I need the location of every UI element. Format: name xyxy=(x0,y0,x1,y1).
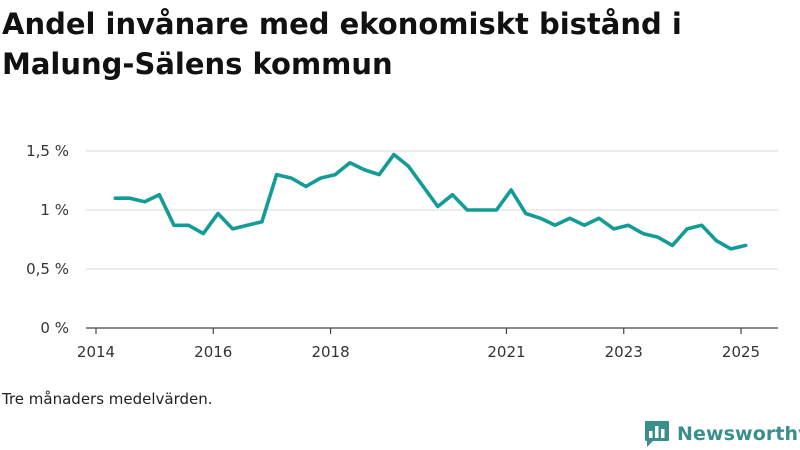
y-tick-label: 1 % xyxy=(40,201,69,219)
brand-name: Newsworthy xyxy=(677,423,800,445)
x-tick-label: 2014 xyxy=(77,343,115,361)
brand-logo: Newsworthy xyxy=(644,420,800,448)
x-tick-label: 2021 xyxy=(487,343,525,361)
y-tick-label: 0,5 % xyxy=(26,260,69,278)
y-tick-label: 0 % xyxy=(40,319,69,337)
x-tick-label: 2016 xyxy=(194,343,232,361)
gridlines xyxy=(86,150,778,270)
x-axis-ticks: 2014 2016 2018 2021 2023 2025 xyxy=(77,328,760,361)
series-line xyxy=(113,152,748,251)
bar-chart-speech-bubble-icon xyxy=(645,421,669,447)
x-tick-label: 2023 xyxy=(605,343,643,361)
y-tick-label: 1,5 % xyxy=(26,142,69,160)
chart-title: Andel invånare med ekonomiskt bistånd i … xyxy=(2,7,682,81)
x-tick-label: 2018 xyxy=(311,343,349,361)
footnote: Tre månaders medelvärden. xyxy=(2,390,213,408)
x-tick-label: 2025 xyxy=(722,343,760,361)
y-axis-tick-labels: 0 % 0,5 % 1 % 1,5 % xyxy=(26,142,69,337)
